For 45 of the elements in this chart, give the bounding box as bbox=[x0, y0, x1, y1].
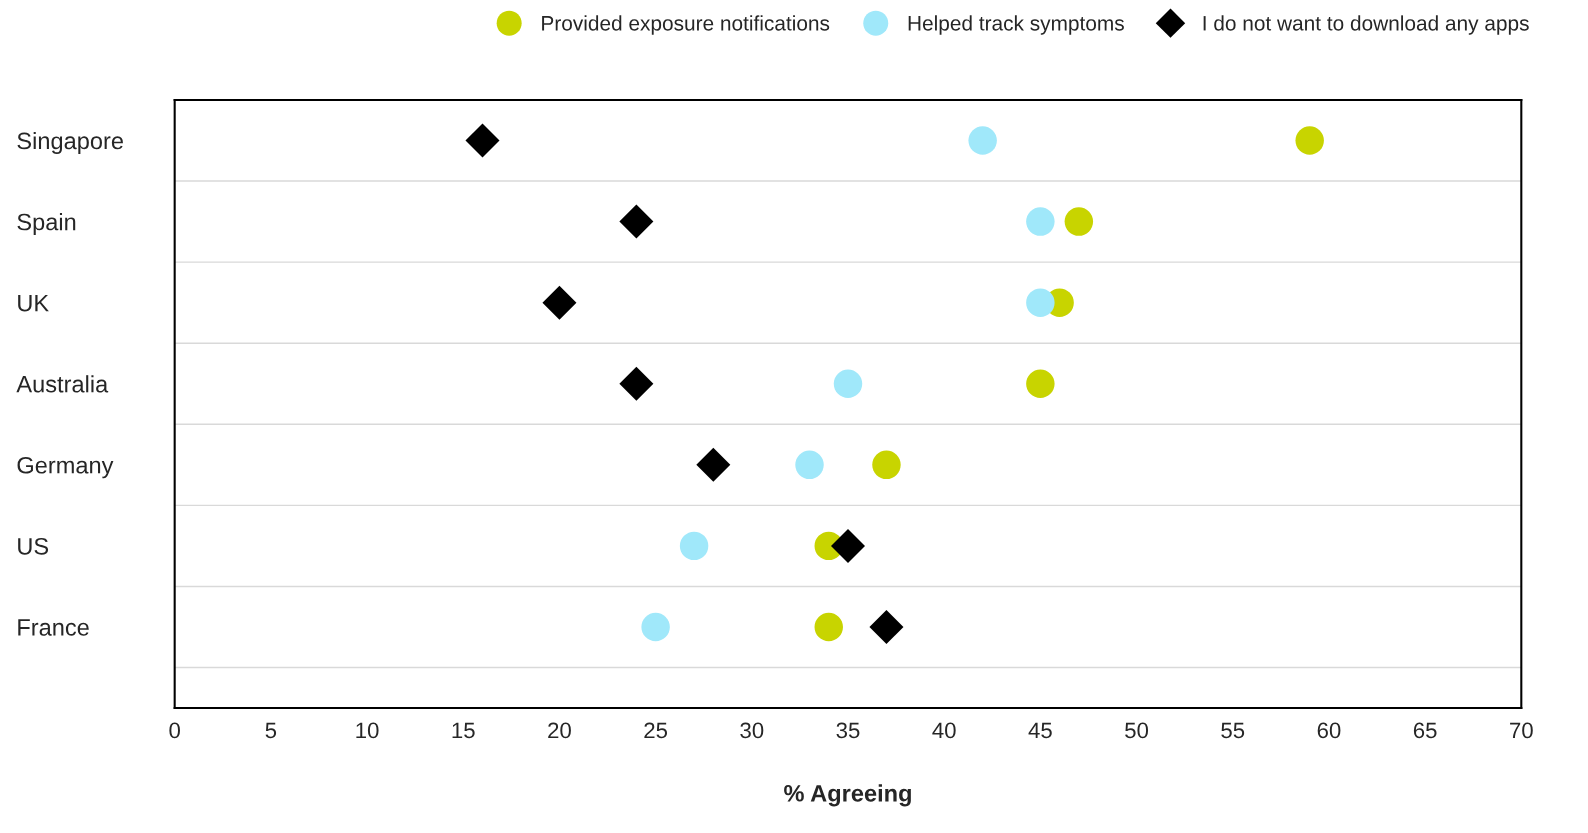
y-tick-label: US bbox=[18, 537, 49, 555]
point bbox=[1026, 207, 1055, 236]
x-tick-label: 55 bbox=[1221, 722, 1245, 739]
point bbox=[696, 447, 731, 482]
y-tick-label: Germany bbox=[17, 456, 114, 479]
point bbox=[619, 366, 654, 401]
point bbox=[833, 369, 863, 398]
x-axis-title: % Agreeing bbox=[784, 784, 911, 807]
legend-label: I do not want to download any apps bbox=[1203, 15, 1529, 35]
x-tick-label: 60 bbox=[1317, 722, 1341, 739]
x-tick-label: 65 bbox=[1413, 722, 1437, 739]
point bbox=[795, 450, 824, 480]
point bbox=[465, 123, 500, 158]
point bbox=[869, 609, 904, 644]
x-tick-label: 25 bbox=[644, 722, 668, 739]
x-tick-label: 5 bbox=[265, 722, 277, 739]
x-tick-label: 10 bbox=[356, 722, 379, 739]
y-tick-label: France bbox=[18, 619, 89, 636]
x-tick-label: 40 bbox=[932, 722, 956, 739]
x-tick-label: 20 bbox=[548, 722, 571, 739]
x-tick-label: 50 bbox=[1125, 722, 1149, 739]
x-tick-label: 45 bbox=[1028, 722, 1052, 739]
y-tick-label: UK bbox=[18, 294, 49, 312]
x-tick-label: 30 bbox=[740, 722, 764, 739]
point bbox=[830, 528, 865, 563]
y-tick-label: Australia bbox=[16, 375, 109, 393]
legend-label: Helped track symptoms bbox=[908, 15, 1124, 35]
x-tick-label: 15 bbox=[452, 722, 475, 739]
x-tick-label: 0 bbox=[169, 722, 180, 739]
y-tick-label: Singapore bbox=[17, 131, 123, 154]
point bbox=[1026, 369, 1055, 398]
point bbox=[872, 450, 901, 480]
point bbox=[1295, 126, 1324, 155]
point bbox=[641, 612, 670, 642]
x-tick-label: 70 bbox=[1510, 722, 1533, 739]
point bbox=[1026, 288, 1055, 317]
point bbox=[968, 126, 997, 155]
x-tick-label: 35 bbox=[836, 722, 860, 739]
point bbox=[1064, 207, 1094, 236]
point bbox=[679, 531, 709, 561]
point bbox=[619, 204, 654, 239]
point bbox=[814, 612, 843, 642]
y-tick-label: Spain bbox=[17, 213, 76, 236]
point bbox=[542, 285, 577, 320]
legend-label: Provided exposure notifications bbox=[542, 15, 830, 35]
